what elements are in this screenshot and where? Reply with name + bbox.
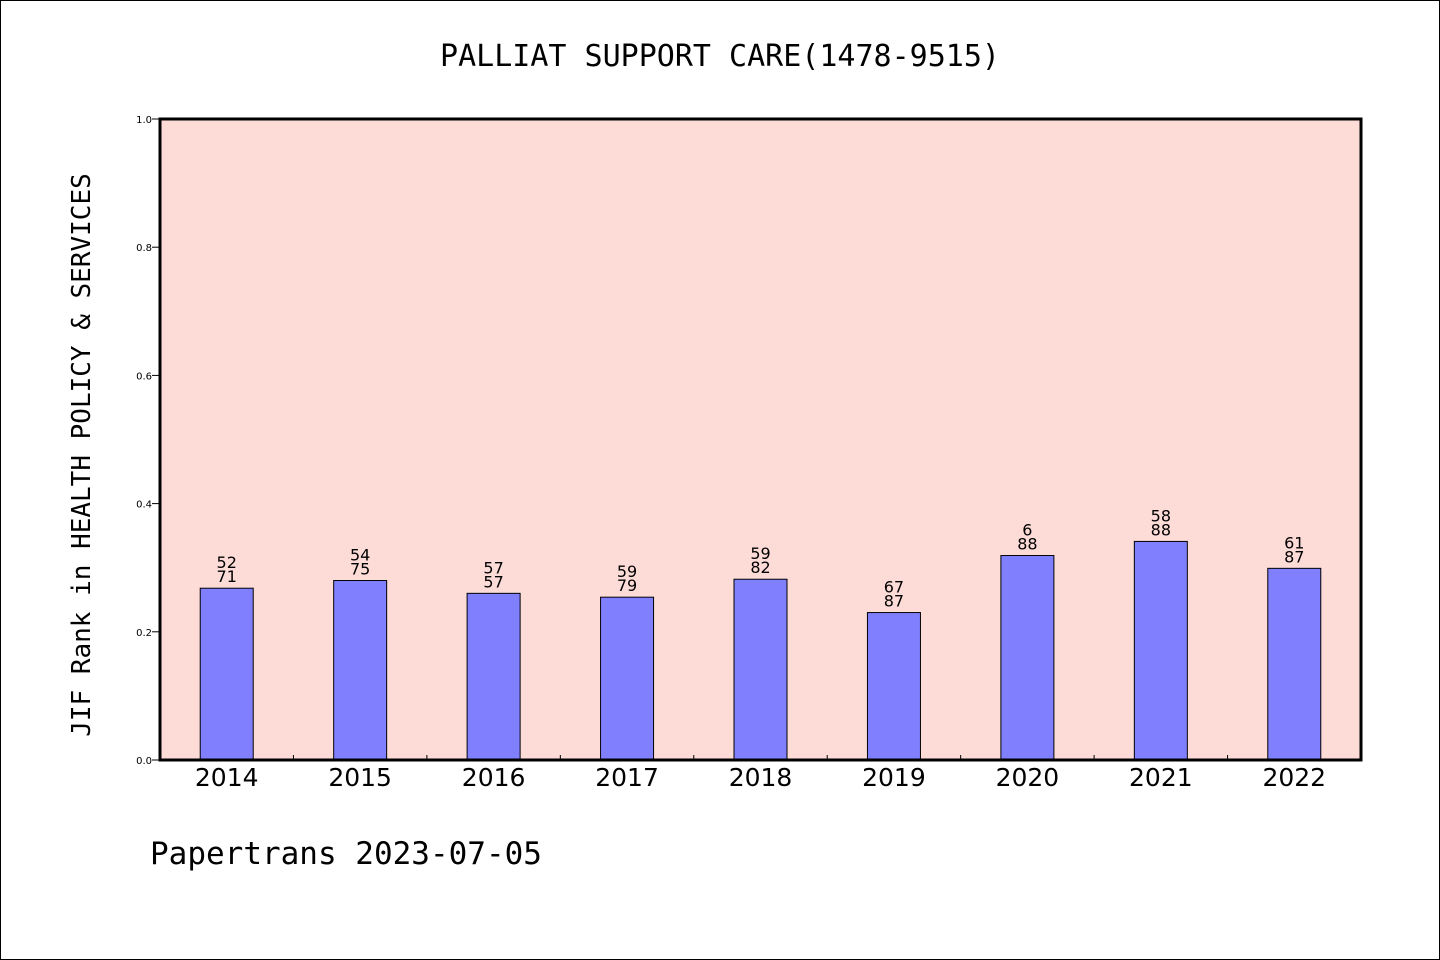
bars-group bbox=[199, 540, 1322, 761]
x-tick-label: 2016 bbox=[462, 763, 526, 792]
x-tick-label: 2019 bbox=[862, 763, 926, 792]
bar-2017 bbox=[600, 596, 655, 761]
chart-title: PALLIAT SUPPORT CARE(1478-9515) bbox=[440, 39, 1000, 74]
bar-rank-label: 57 bbox=[483, 558, 503, 577]
x-tick-label: 2022 bbox=[1262, 763, 1326, 792]
bar-2019 bbox=[866, 612, 921, 761]
x-tick-label: 2014 bbox=[195, 763, 259, 792]
x-tick-label: 2017 bbox=[595, 763, 659, 792]
footer-text: Papertrans 2023-07-05 bbox=[150, 836, 542, 872]
bar-total-label: 88 bbox=[1151, 520, 1171, 539]
bar-2022 bbox=[1267, 567, 1322, 761]
bar-total-label: 82 bbox=[750, 558, 770, 577]
x-tick-label: 2015 bbox=[328, 763, 392, 792]
bar-2015 bbox=[333, 580, 388, 761]
bar-total-label: 87 bbox=[1284, 547, 1304, 566]
bar-rank-label: 58 bbox=[1151, 506, 1171, 525]
y-tick-label: 0.6 bbox=[136, 371, 152, 382]
bar-total-label: 88 bbox=[1017, 535, 1037, 554]
x-tick-label: 2018 bbox=[729, 763, 793, 792]
y-tick-label: 1.0 bbox=[136, 115, 152, 126]
bar-rank-label: 6 bbox=[1022, 521, 1032, 540]
x-tick-label: 2020 bbox=[996, 763, 1060, 792]
bar-rank-label: 54 bbox=[350, 546, 370, 565]
bar-rank-label: 59 bbox=[617, 562, 637, 581]
bar-2020 bbox=[1000, 555, 1055, 761]
y-tick-label: 0.2 bbox=[136, 628, 152, 639]
bar-rank-label: 52 bbox=[217, 553, 237, 572]
bar-rank-label: 67 bbox=[884, 578, 904, 597]
bar-2014 bbox=[199, 587, 254, 761]
y-axis-ticks: 0.0 0.2 0.4 0.6 0.8 1.0 bbox=[136, 115, 160, 767]
bar-total-label: 75 bbox=[350, 560, 370, 579]
y-axis-label: JIF Rank in HEALTH POLICY & SERVICES bbox=[67, 173, 97, 737]
y-tick-label: 0.0 bbox=[136, 756, 152, 767]
x-tick-label: 2021 bbox=[1129, 763, 1193, 792]
plot-border bbox=[158, 117, 1363, 762]
x-axis-ticks: 2014 2015 2016 2017 2018 2019 2020 2021 2022 bbox=[195, 755, 1326, 792]
bar-rank-label: 61 bbox=[1284, 533, 1304, 552]
bar-2021 bbox=[1133, 540, 1188, 761]
bar-2016 bbox=[466, 592, 521, 761]
y-tick-label: 0.4 bbox=[136, 500, 152, 511]
y-tick-label: 0.8 bbox=[136, 243, 152, 254]
bar-total-label: 79 bbox=[617, 576, 637, 595]
bar-rank-label: 59 bbox=[750, 544, 770, 563]
bar-total-label: 71 bbox=[217, 567, 237, 586]
bar-2018 bbox=[733, 578, 788, 761]
bar-total-label: 87 bbox=[884, 592, 904, 611]
bar-total-label: 57 bbox=[483, 572, 503, 591]
